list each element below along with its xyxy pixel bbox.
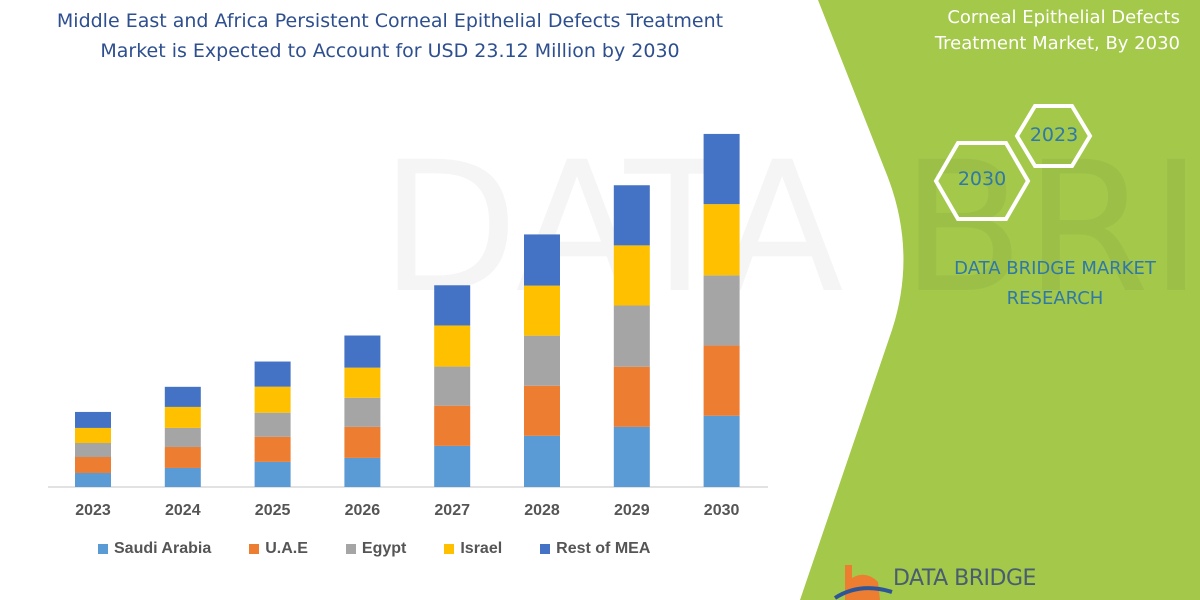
bar-segment-2027-saudi-arabia (434, 445, 471, 487)
legend: Saudi Arabia U.A.E Egypt Israel Rest of MEA (98, 540, 688, 558)
brand-line1: DATA BRIDGE MARKET (954, 258, 1156, 279)
legend-swatch (249, 544, 260, 554)
bar-segment-2024-israel (164, 406, 201, 428)
x-tick-label: 2028 (524, 502, 560, 519)
bar-segment-2025-rest-of-mea (254, 361, 291, 387)
x-tick-label: 2025 (254, 502, 291, 519)
x-tick-label: 2024 (165, 502, 201, 519)
bar-segment-2030-israel (703, 204, 740, 276)
hex-label-2030: 2030 (957, 168, 1007, 190)
bar-segment-2025-egypt (254, 412, 291, 437)
legend-label: Egypt (361, 540, 407, 557)
chart-title: Middle East and Africa Persistent Cornea… (56, 10, 724, 62)
bar-segment-2029-saudi-arabia (613, 426, 650, 487)
bar-segment-2026-saudi-arabia (344, 457, 381, 487)
legend-item: Egypt (345, 540, 407, 558)
legend-label: U.A.E (265, 540, 308, 557)
bar-segment-2027-egypt (434, 366, 471, 406)
bar-segment-2029-u-a-e (613, 366, 650, 427)
bar-segment-2025-u-a-e (254, 436, 291, 462)
legend-item: Israel (444, 540, 502, 558)
logo-text: DATA BRIDGE (893, 566, 1036, 591)
hex-label-2023: 2023 (1029, 124, 1079, 146)
side-panel-title: Corneal Epithelial Defects Treatment Mar… (800, 5, 1180, 57)
bar-segment-2027-israel (434, 325, 471, 367)
bar-segment-2030-saudi-arabia (703, 415, 740, 487)
bar-segment-2023-u-a-e (75, 457, 111, 473)
side-title-line1: Corneal Epithelial Defects (947, 7, 1180, 28)
brand-line2: RESEARCH (1006, 288, 1104, 309)
legend-label: Saudi Arabia (114, 540, 212, 557)
bar-segment-2024-u-a-e (164, 446, 201, 468)
logo-icon (833, 565, 893, 600)
legend-item: U.A.E (249, 540, 308, 558)
legend-swatch (540, 544, 551, 554)
bar-segment-2025-israel (254, 386, 291, 413)
bar-segment-2030-rest-of-mea (703, 133, 740, 205)
bar-segment-2027-u-a-e (434, 405, 471, 446)
x-tick-label: 2027 (434, 502, 470, 519)
side-title-line2: Treatment Market, By 2030 (934, 33, 1180, 54)
bar-segment-2029-rest-of-mea (613, 185, 650, 246)
legend-item: Rest of MEA (540, 540, 650, 558)
bar-segment-2028-saudi-arabia (524, 435, 560, 487)
legend-swatch (345, 544, 356, 554)
bar-segment-2026-rest-of-mea (344, 335, 381, 368)
bar-segment-2027-rest-of-mea (434, 285, 471, 326)
bar-segment-2024-egypt (164, 427, 201, 447)
brand-name: DATA BRIDGE MARKET RESEARCH (920, 254, 1190, 314)
bar-segment-2024-saudi-arabia (164, 467, 201, 487)
bar-segment-2026-israel (344, 367, 381, 398)
legend-swatch (98, 544, 108, 554)
bar-segment-2028-rest-of-mea (524, 234, 560, 286)
bar-segment-2030-egypt (703, 275, 740, 346)
bar-segment-2023-israel (75, 427, 111, 443)
green-side-panel (800, 0, 1200, 600)
x-tick-label: 2023 (75, 502, 111, 519)
bar-segment-2023-egypt (75, 443, 111, 458)
bar-segment-2024-rest-of-mea (164, 386, 201, 407)
x-tick-label: 2029 (614, 502, 650, 519)
bar-segment-2026-egypt (344, 397, 381, 427)
bar-segment-2023-saudi-arabia (75, 472, 111, 487)
legend-label: Israel (460, 540, 503, 557)
bar-segment-2030-u-a-e (703, 345, 740, 416)
bar-segment-2025-saudi-arabia (254, 461, 291, 487)
bar-segment-2028-egypt (524, 335, 560, 386)
bar-segment-2029-israel (613, 245, 650, 306)
bar-segment-2028-u-a-e (524, 385, 560, 436)
legend-label: Rest of MEA (556, 540, 651, 557)
hexagon-2023 (1014, 104, 1093, 168)
x-tick-label: 2030 (703, 502, 740, 519)
x-tick-label: 2026 (344, 502, 381, 519)
bar-segment-2029-egypt (613, 305, 650, 367)
hexagon-2030 (933, 141, 1031, 221)
bar-segment-2026-u-a-e (344, 426, 381, 458)
legend-swatch (444, 544, 455, 554)
bar-segment-2028-israel (524, 285, 560, 336)
bar-segment-2023-rest-of-mea (75, 411, 111, 428)
legend-item: Saudi Arabia (98, 540, 211, 558)
